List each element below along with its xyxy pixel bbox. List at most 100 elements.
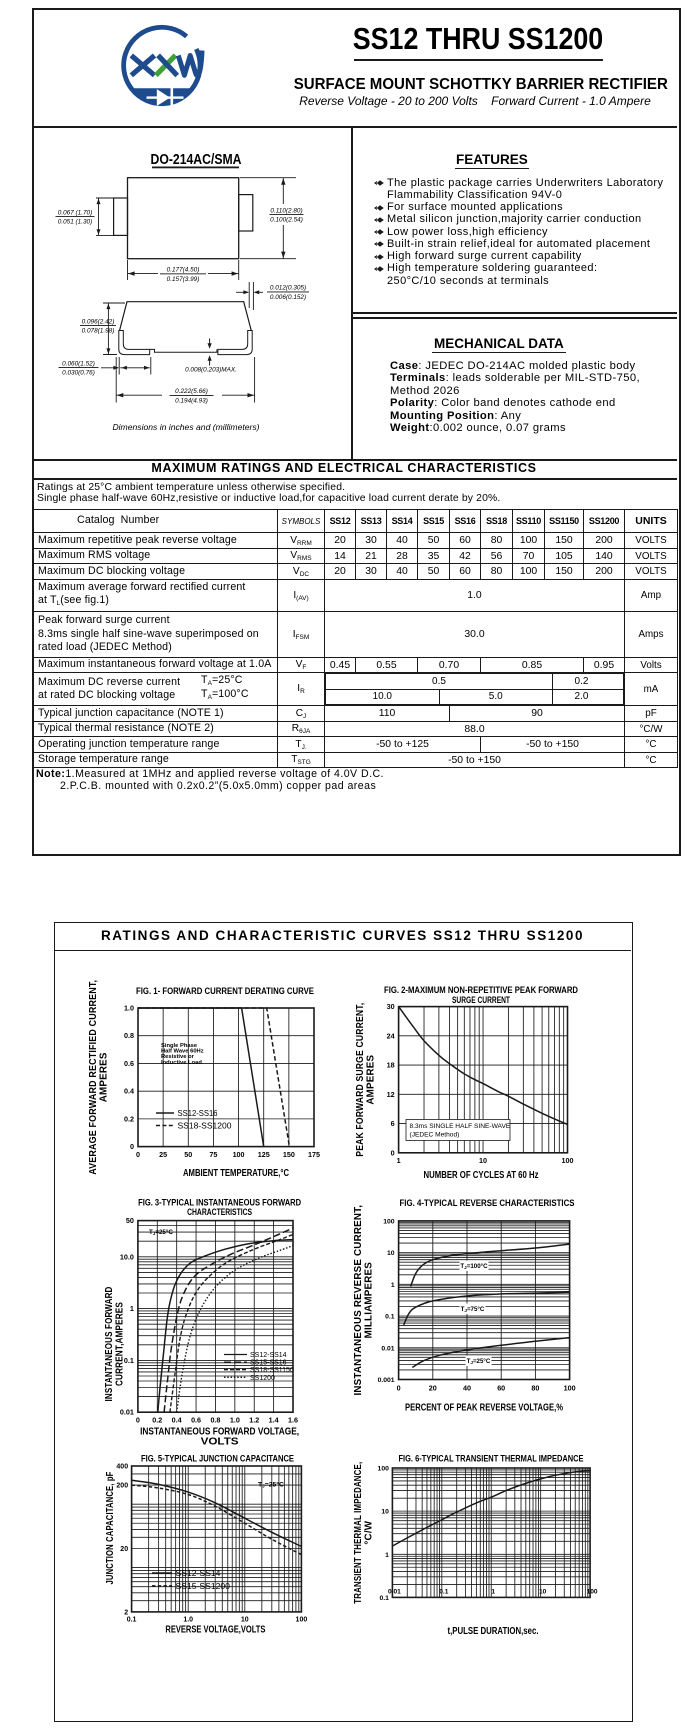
svg-text:TJ=25°C: TJ=25°C: [149, 1229, 173, 1236]
svg-text:0.1: 0.1: [379, 1595, 389, 1602]
svg-text:FIG. 5-TYPICAL JUNCTION CAPACI: FIG. 5-TYPICAL JUNCTION CAPACITANCE: [141, 1453, 294, 1464]
svg-text:PERCENT OF PEAK REVERSE VOLTAG: PERCENT OF PEAK REVERSE VOLTAGE,%: [405, 1403, 563, 1414]
svg-text:INSTANTANEOUS FORWARD VOLTAGE,: INSTANTANEOUS FORWARD VOLTAGE,: [140, 1427, 299, 1438]
svg-text:AMBIENT TEMPERATURE,°C: AMBIENT TEMPERATURE,°C: [183, 1168, 289, 1179]
svg-text:AMPERES: AMPERES: [366, 1055, 377, 1105]
svg-text:0.6: 0.6: [124, 1059, 134, 1068]
svg-text:0: 0: [136, 1150, 140, 1159]
svg-text:10: 10: [387, 1250, 395, 1257]
svg-text:1.6: 1.6: [288, 1416, 298, 1425]
svg-text:175: 175: [308, 1150, 320, 1159]
svg-text:100: 100: [587, 1589, 598, 1596]
svg-text:6: 6: [391, 1119, 395, 1128]
svg-text:SURGE CURRENT: SURGE CURRENT: [452, 994, 510, 1005]
svg-text:50: 50: [184, 1150, 192, 1159]
svg-text:CHARACTERISTICS: CHARACTERISTICS: [187, 1206, 252, 1217]
svg-text:75: 75: [209, 1150, 217, 1159]
svg-text:60: 60: [497, 1384, 505, 1393]
svg-text:CURRENT,AMPERES: CURRENT,AMPERES: [115, 1302, 126, 1386]
svg-text:Resistive or: Resistive or: [161, 1054, 195, 1060]
svg-text:1.4: 1.4: [269, 1416, 279, 1425]
svg-text:20: 20: [429, 1384, 437, 1393]
svg-text:10: 10: [381, 1509, 389, 1516]
svg-text:18: 18: [387, 1061, 395, 1070]
svg-text:TJ=25°C: TJ=25°C: [258, 1481, 284, 1489]
svg-text:1.0: 1.0: [124, 1004, 134, 1013]
svg-text:FIG. 6-TYPICAL TRANSIENT THERM: FIG. 6-TYPICAL TRANSIENT THERMAL IMPEDAN…: [399, 1453, 584, 1464]
svg-text:80: 80: [531, 1384, 539, 1393]
svg-text:0.4: 0.4: [124, 1087, 134, 1096]
svg-text:DO-214AC/SMA: DO-214AC/SMA: [151, 152, 242, 168]
svg-text:0: 0: [391, 1148, 395, 1157]
svg-text:2: 2: [124, 1609, 128, 1616]
svg-text:1: 1: [385, 1552, 389, 1559]
svg-text:INSTANTANEOUS REVERSE CURRENT,: INSTANTANEOUS REVERSE CURRENT,: [353, 1205, 364, 1396]
svg-text:FIG. 4-TYPICAL REVERSE CHARACT: FIG. 4-TYPICAL REVERSE CHARACTERISTICS: [400, 1197, 575, 1208]
svg-text:Single Phase: Single Phase: [161, 1043, 198, 1049]
svg-text:TJ=100°C: TJ=100°C: [460, 1263, 488, 1270]
svg-text:0.078(1.98): 0.078(1.98): [82, 328, 115, 335]
svg-text:40: 40: [463, 1384, 471, 1393]
svg-text:0.008(0.203)MAX.: 0.008(0.203)MAX.: [185, 367, 237, 374]
svg-text:FIG. 2-MAXIMUM NON-REPETITIVE: FIG. 2-MAXIMUM NON-REPETITIVE PEAK FORWA…: [384, 984, 578, 995]
svg-text:0.1: 0.1: [385, 1314, 395, 1321]
svg-text:0.100(2.54): 0.100(2.54): [270, 217, 303, 224]
svg-text:TRANSIENT THERMAL IMPEDANCE,: TRANSIENT THERMAL IMPEDANCE,: [353, 1462, 364, 1604]
svg-text:0.051 (1.30): 0.051 (1.30): [58, 219, 92, 226]
svg-text:0: 0: [397, 1384, 401, 1393]
svg-text:0.01: 0.01: [388, 1589, 401, 1596]
svg-text:1.2: 1.2: [249, 1416, 259, 1425]
svg-text:0.096(2.42): 0.096(2.42): [82, 318, 115, 325]
svg-text:150: 150: [283, 1150, 295, 1159]
svg-text:MILLIAMPERES: MILLIAMPERES: [364, 1262, 375, 1339]
svg-text:0.222(5.66): 0.222(5.66): [175, 388, 208, 395]
svg-text:20: 20: [120, 1546, 128, 1553]
svg-text:10: 10: [479, 1156, 487, 1165]
svg-text:10: 10: [539, 1589, 547, 1596]
svg-text:PEAK FORWARD SURGE CURRENT,: PEAK FORWARD SURGE CURRENT,: [355, 1003, 366, 1157]
svg-text:REVERSE VOLTAGE,VOLTS: REVERSE VOLTAGE,VOLTS: [165, 1625, 265, 1636]
svg-text:0.012(0.305): 0.012(0.305): [270, 285, 306, 292]
svg-text:100: 100: [378, 1466, 390, 1473]
svg-text:0.6: 0.6: [191, 1416, 201, 1425]
svg-text:Inductive Load: Inductive Load: [161, 1060, 202, 1066]
svg-text:0.8: 0.8: [124, 1031, 134, 1040]
svg-text:100: 100: [383, 1218, 395, 1225]
svg-text:TJ=75°C: TJ=75°C: [461, 1306, 485, 1313]
svg-text:INSTANTANEOUS FORWARD: INSTANTANEOUS FORWARD: [104, 1287, 115, 1402]
svg-text:1.0: 1.0: [230, 1416, 240, 1425]
svg-text:Dimensions in inches and (mill: Dimensions in inches and (millimeters): [112, 422, 259, 432]
svg-text:0: 0: [130, 1142, 134, 1151]
svg-text:400: 400: [116, 1464, 128, 1471]
svg-text:10: 10: [241, 1616, 249, 1623]
svg-text:SS18-SS1150: SS18-SS1150: [250, 1367, 294, 1374]
svg-text:1: 1: [491, 1589, 495, 1596]
svg-text:SS12-SS14: SS12-SS14: [250, 1352, 287, 1359]
svg-text:100: 100: [296, 1616, 308, 1623]
svg-text:SS12-SS16: SS12-SS16: [178, 1108, 218, 1118]
svg-text:100: 100: [233, 1150, 245, 1159]
svg-text:0.030(0.76): 0.030(0.76): [62, 370, 95, 377]
svg-text:(JEDEC Method): (JEDEC Method): [410, 1132, 460, 1139]
svg-text:SS15-SS16: SS15-SS16: [250, 1360, 287, 1367]
svg-text:TJ=25°C: TJ=25°C: [467, 1358, 491, 1365]
svg-text:FIG. 3-TYPICAL INSTANTANEOUS F: FIG. 3-TYPICAL INSTANTANEOUS FORWARD: [138, 1197, 301, 1208]
svg-text:Half Wave 60Hz: Half Wave 60Hz: [161, 1049, 204, 1055]
svg-text:200: 200: [116, 1483, 128, 1490]
svg-text:1: 1: [397, 1156, 401, 1165]
svg-text:100: 100: [564, 1384, 576, 1393]
svg-text:30: 30: [387, 1002, 395, 1011]
svg-text:VOLTS: VOLTS: [201, 1437, 240, 1448]
svg-text:1: 1: [130, 1304, 134, 1313]
svg-text:0.1: 0.1: [439, 1589, 448, 1596]
svg-text:0.177(4.50): 0.177(4.50): [167, 267, 200, 274]
svg-text:0.4: 0.4: [172, 1416, 182, 1425]
svg-text:0.2: 0.2: [124, 1114, 134, 1123]
svg-text:0: 0: [136, 1416, 140, 1425]
svg-text:SS12-SS14: SS12-SS14: [176, 1568, 221, 1578]
svg-text:0.01: 0.01: [120, 1408, 134, 1417]
svg-text:0.01: 0.01: [381, 1345, 394, 1352]
svg-text:°C/W: °C/W: [364, 1520, 375, 1544]
svg-text:0.194(4.93): 0.194(4.93): [175, 398, 208, 405]
svg-text:0.8: 0.8: [210, 1416, 220, 1425]
